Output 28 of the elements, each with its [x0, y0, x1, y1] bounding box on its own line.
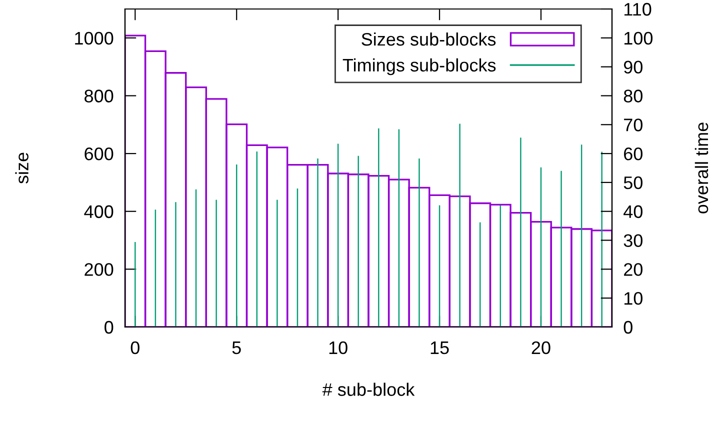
- y2-tick-label: 110: [624, 2, 652, 16]
- y-tick-label: 0: [104, 320, 114, 334]
- x-tick-label: 15: [430, 342, 449, 354]
- y2-axis-title: overall time: [694, 122, 708, 214]
- x-tick-label: 5: [232, 342, 241, 354]
- y-tick-label: 800: [84, 90, 114, 102]
- y2-tick-label: 20: [624, 263, 642, 276]
- y-tick-label: 1000: [75, 32, 114, 45]
- y-tick-label: 600: [84, 147, 114, 160]
- x-tick-label: 10: [329, 341, 348, 354]
- y2-tick-label: 60: [624, 147, 642, 160]
- y2-tick-label: 0: [624, 320, 632, 334]
- x-axis-title: # sub-block: [322, 382, 415, 396]
- y2-tick-label: 10: [624, 292, 642, 305]
- y2-tick-label: 70: [624, 118, 642, 132]
- y2-tick-label: 40: [624, 205, 642, 218]
- x-tick-label: 20: [532, 341, 550, 354]
- y2-tick-label: 90: [624, 60, 642, 74]
- y-tick-label: 200: [84, 263, 114, 276]
- y2-tick-label: 80: [624, 90, 642, 102]
- y2-tick-label: 30: [624, 234, 642, 247]
- y2-tick-label: 50: [624, 176, 642, 190]
- y2-tick-label: 100: [624, 32, 653, 45]
- y-tick-label: 400: [84, 205, 114, 218]
- y-axis-title: size: [15, 152, 28, 184]
- legend-label: Timings sub-blocks: [342, 58, 496, 76]
- x-tick-label: 0: [130, 341, 140, 354]
- legend-label: Sizes sub-blocks: [362, 32, 496, 46]
